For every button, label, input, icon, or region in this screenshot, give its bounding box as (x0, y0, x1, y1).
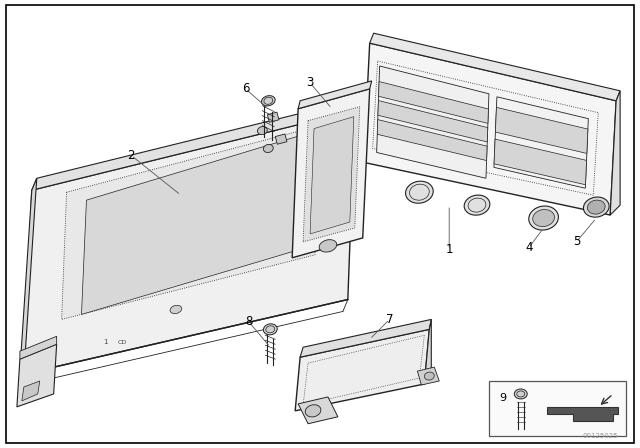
Text: 5: 5 (573, 235, 580, 248)
Polygon shape (32, 99, 360, 190)
Polygon shape (22, 381, 40, 401)
Polygon shape (417, 367, 439, 385)
Polygon shape (295, 329, 429, 411)
Ellipse shape (305, 405, 321, 417)
Ellipse shape (170, 306, 182, 314)
Text: 6: 6 (242, 82, 249, 95)
Ellipse shape (588, 200, 605, 214)
Text: 00125025: 00125025 (582, 433, 618, 439)
Text: 2: 2 (127, 149, 135, 162)
Polygon shape (303, 107, 360, 242)
Polygon shape (378, 100, 488, 142)
Polygon shape (298, 81, 372, 109)
Ellipse shape (424, 372, 435, 380)
Text: CD: CD (117, 340, 127, 345)
Polygon shape (310, 116, 354, 234)
Bar (268, 112, 279, 122)
Ellipse shape (257, 126, 268, 135)
Ellipse shape (515, 389, 527, 399)
Text: 9: 9 (499, 393, 506, 403)
Polygon shape (494, 139, 586, 185)
Polygon shape (20, 336, 57, 359)
Ellipse shape (532, 210, 554, 227)
Polygon shape (494, 97, 588, 188)
Polygon shape (292, 89, 370, 258)
Polygon shape (495, 108, 588, 154)
Polygon shape (364, 43, 616, 215)
Polygon shape (424, 319, 431, 384)
Ellipse shape (264, 144, 273, 152)
Ellipse shape (464, 195, 490, 215)
Bar (489, 381, 626, 435)
Polygon shape (81, 133, 310, 314)
Polygon shape (377, 120, 487, 160)
Ellipse shape (584, 197, 609, 217)
Text: 1: 1 (103, 339, 108, 345)
Text: 7: 7 (386, 313, 394, 326)
Text: 4: 4 (525, 241, 532, 254)
Polygon shape (377, 66, 489, 178)
Polygon shape (610, 91, 620, 215)
Ellipse shape (262, 95, 275, 106)
Text: 8: 8 (244, 315, 252, 328)
Bar (275, 134, 287, 144)
Polygon shape (19, 178, 36, 386)
Text: 3: 3 (307, 76, 314, 90)
Polygon shape (370, 33, 620, 101)
Ellipse shape (529, 206, 559, 230)
Polygon shape (61, 125, 320, 319)
Ellipse shape (319, 240, 337, 252)
Text: 1: 1 (445, 243, 453, 256)
Polygon shape (24, 111, 355, 374)
Polygon shape (17, 344, 57, 407)
Ellipse shape (264, 324, 277, 335)
Polygon shape (300, 319, 431, 357)
Polygon shape (547, 407, 618, 421)
Polygon shape (298, 397, 338, 424)
Polygon shape (379, 82, 488, 123)
Ellipse shape (406, 181, 433, 203)
